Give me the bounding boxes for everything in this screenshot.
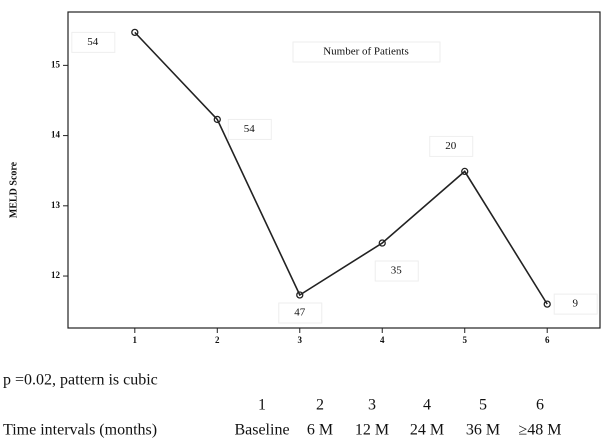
patient-count: 54 xyxy=(244,123,256,135)
x-tick-label: 2 xyxy=(215,335,220,345)
count-box xyxy=(278,302,323,324)
interval-index: 5 xyxy=(479,397,487,414)
plot-frame xyxy=(67,11,601,329)
interval-index: 6 xyxy=(536,397,544,414)
point xyxy=(461,167,469,176)
patient-count: 47 xyxy=(294,307,306,319)
x-tick-label: 1 xyxy=(133,335,138,345)
interval-label: 12 M xyxy=(355,422,389,439)
x-tick-label: 4 xyxy=(380,335,385,345)
y-tick-label: 12 xyxy=(51,270,61,280)
interval-label: ≥48 M xyxy=(518,422,561,439)
patient-count: 54 xyxy=(87,36,99,48)
count-box xyxy=(227,118,272,140)
count-box xyxy=(374,260,419,282)
patient-count: 20 xyxy=(445,140,457,152)
patient-count: 9 xyxy=(572,298,578,310)
x-tick-label: 3 xyxy=(298,335,303,345)
footer-note: p =0.02, pattern is cubic xyxy=(3,372,158,389)
interval-index: 2 xyxy=(316,397,324,414)
y-tick-label: 14 xyxy=(51,130,61,140)
patient-count: 35 xyxy=(391,265,403,277)
y-axis-label: MELD Score xyxy=(8,161,19,218)
point xyxy=(131,28,139,37)
annotation-title: Number of Patients xyxy=(323,46,409,58)
interval-index: 1 xyxy=(258,397,266,414)
count-box xyxy=(71,31,116,53)
interval-label: Baseline xyxy=(234,422,289,439)
x-tick-label: 6 xyxy=(545,335,550,345)
interval-label: 24 M xyxy=(410,422,444,439)
annotation-box xyxy=(292,41,441,63)
interval-index: 3 xyxy=(368,397,376,414)
x-tick-label: 5 xyxy=(462,335,467,345)
interval-index: 4 xyxy=(423,397,431,414)
count-box xyxy=(553,293,598,315)
row-label: Time intervals (months) xyxy=(3,422,157,439)
interval-label: 36 M xyxy=(466,422,500,439)
line xyxy=(134,31,548,305)
y-tick-label: 15 xyxy=(51,59,61,69)
point xyxy=(378,239,386,247)
count-box xyxy=(429,135,474,157)
point xyxy=(213,115,221,124)
interval-label: 6 M xyxy=(307,422,333,439)
point xyxy=(543,300,551,308)
y-tick-label: 13 xyxy=(51,200,61,210)
point xyxy=(296,291,304,299)
